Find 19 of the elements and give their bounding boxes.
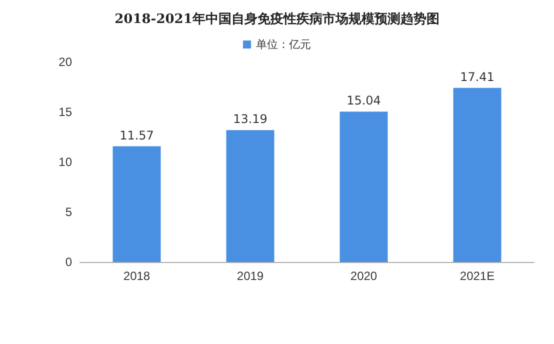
x-tick-label: 2018: [123, 269, 150, 283]
x-tick-label: 2021E: [460, 269, 495, 283]
y-tick-label: 0: [65, 255, 72, 269]
y-tick-label: 10: [58, 155, 72, 169]
bar: [453, 88, 502, 262]
y-tick-label: 5: [65, 205, 72, 219]
data-label: 11.57: [120, 128, 154, 142]
legend-label: 单位：亿元: [256, 38, 311, 51]
x-tick-label: 2020: [350, 269, 378, 283]
data-label: 17.41: [460, 70, 494, 84]
y-tick-label: 15: [58, 105, 72, 119]
bar: [226, 130, 274, 262]
y-tick-label: 20: [58, 55, 72, 69]
x-tick-label: 2019: [236, 269, 264, 283]
data-label: 13.19: [233, 112, 268, 126]
bar: [112, 146, 161, 262]
data-label: 15.04: [346, 94, 381, 108]
bar: [340, 112, 388, 262]
chart-title: 2018-2021年中国自身免疫性疾病市场规模预测趋势图: [114, 11, 440, 27]
